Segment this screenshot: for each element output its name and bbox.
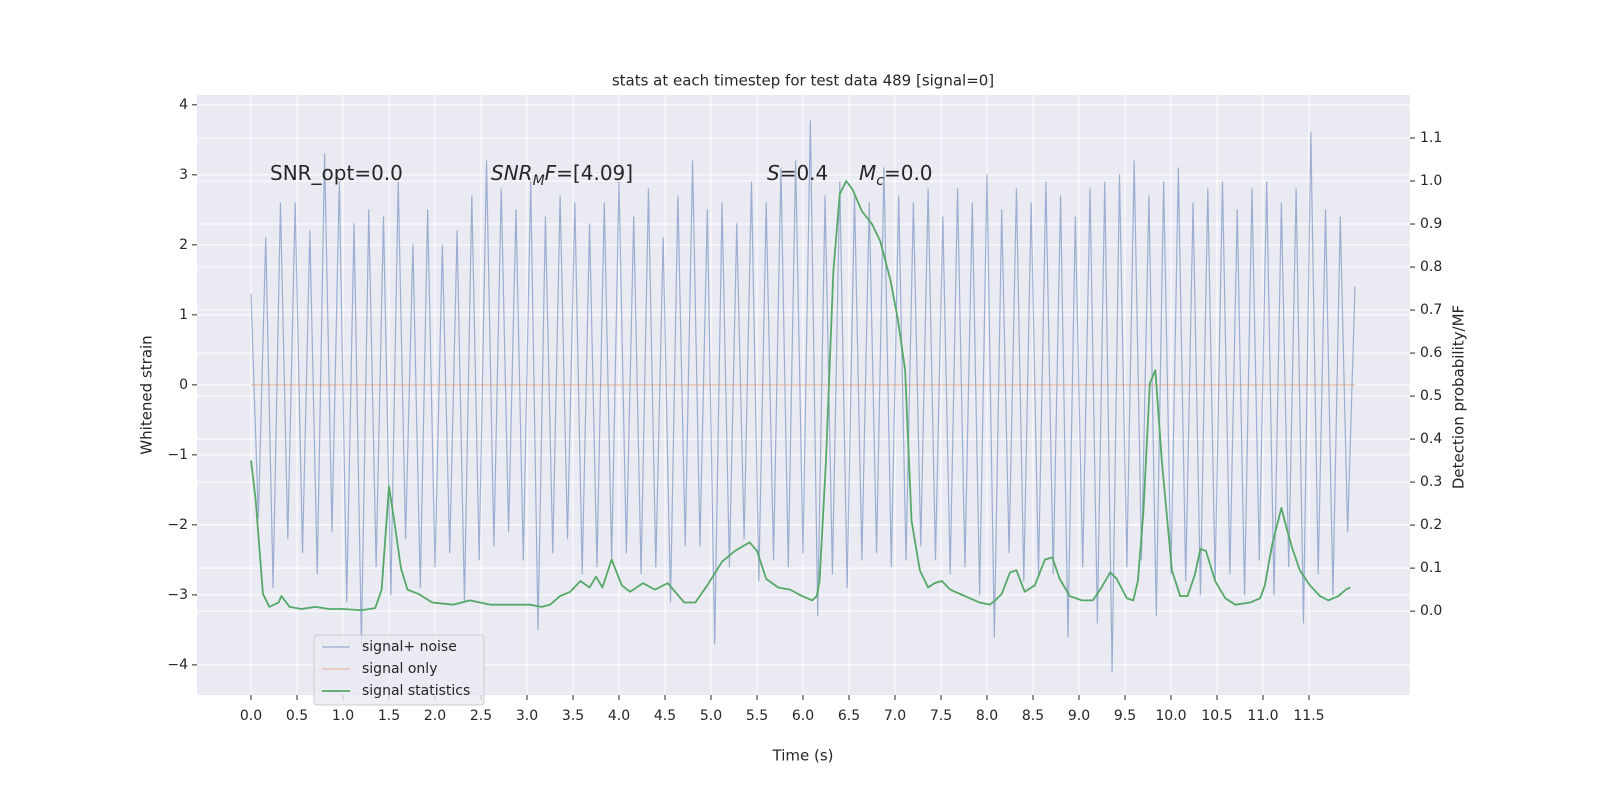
- x-tick-label: 6.0: [792, 708, 814, 724]
- y-tick-label: 4: [179, 97, 188, 113]
- y-tick-label: −4: [167, 657, 188, 673]
- y2-tick-label: 0.9: [1420, 216, 1442, 232]
- annotation: SNR_opt=0.0: [270, 161, 403, 185]
- x-axis-label: Time (s): [772, 747, 834, 765]
- x-tick-label: 9.0: [1068, 708, 1090, 724]
- annotation-part: SNR_opt=0.0: [270, 161, 403, 185]
- annotation-part: F: [545, 161, 557, 185]
- y2-tick-label: 0.5: [1420, 388, 1442, 404]
- y-tick-label: −1: [167, 447, 188, 463]
- annotation: S=0.4: [767, 161, 828, 185]
- axes: 0.0 0.5 1.0 1.5 2.0 2.5 3.0 3.5 4.0 4.5 5.0 5.5 6.0 6…: [167, 97, 1442, 724]
- y2-tick-label: 0.0: [1420, 603, 1442, 619]
- x-tick-label: 5.5: [746, 708, 768, 724]
- y2-tick-label: 1.0: [1420, 173, 1442, 189]
- annotation-part: S: [767, 161, 780, 185]
- y2-axis-label: Detection probability/MF: [1450, 305, 1468, 489]
- legend-label: signal only: [362, 661, 437, 677]
- legend-label: signal+ noise: [362, 639, 457, 655]
- x-tick-label: 10.5: [1201, 708, 1232, 724]
- y2-tick-label: 1.1: [1420, 130, 1442, 146]
- series-line: [250, 120, 1356, 673]
- annotation-part: =0.4: [780, 161, 829, 185]
- chart-title: stats at each timestep for test data 489…: [612, 72, 994, 90]
- y-tick-label: 2: [179, 237, 188, 253]
- x-tick-label: 3.5: [562, 708, 584, 724]
- y-tick-label: 0: [179, 377, 188, 393]
- x-tick-label: 11.0: [1247, 708, 1278, 724]
- y2-tick-label: 0.3: [1420, 474, 1442, 490]
- y2-tick-label: 0.7: [1420, 302, 1442, 318]
- annotation-part: c: [876, 173, 884, 189]
- x-tick-label: 7.0: [884, 708, 906, 724]
- x-tick-label: 2.0: [424, 708, 446, 724]
- legend: signal+ noise signal only signal statistic…: [313, 634, 485, 706]
- y2-tick-label: 0.1: [1420, 560, 1442, 576]
- annotation: Mc=0.0: [859, 161, 933, 189]
- x-tick-label: 4.0: [608, 708, 630, 724]
- annotation: SNRMF=[4.09]: [491, 161, 633, 189]
- y2-tick-label: 0.2: [1420, 517, 1442, 533]
- x-tick-label: 7.5: [930, 708, 952, 724]
- x-tick-label: 2.5: [470, 708, 492, 724]
- x-tick-label: 8.5: [1022, 708, 1044, 724]
- legend-label: signal statistics: [362, 683, 470, 699]
- annotation-part: SNR: [491, 161, 533, 185]
- y2-tick-label: 0.8: [1420, 259, 1442, 275]
- x-tick-label: 8.0: [976, 708, 998, 724]
- x-tick-label: 9.5: [1114, 708, 1136, 724]
- x-tick-label: 10.0: [1155, 708, 1186, 724]
- x-tick-label: 4.5: [654, 708, 676, 724]
- x-tick-label: 1.0: [332, 708, 354, 724]
- x-tick-label: 3.0: [516, 708, 538, 724]
- y-tick-label: 3: [179, 167, 188, 183]
- x-tick-label: 6.5: [838, 708, 860, 724]
- x-tick-label: 1.5: [378, 708, 400, 724]
- series-line: [250, 180, 1351, 612]
- legend-box: [313, 634, 485, 706]
- y-tick-label: −2: [167, 517, 188, 533]
- y-tick-label: −3: [167, 587, 188, 603]
- y2-tick-label: 0.6: [1420, 345, 1442, 361]
- y2-tick-label: 0.4: [1420, 431, 1442, 447]
- x-tick-label: 0.5: [286, 708, 308, 724]
- annotation-part: =0.0: [884, 161, 933, 185]
- annotation-part: M: [533, 173, 545, 189]
- plot-background: [197, 95, 1410, 695]
- y-axis-label: Whitened strain: [138, 335, 156, 454]
- grid: [197, 95, 1410, 695]
- annotation-part: M: [859, 161, 876, 185]
- y-tick-label: 1: [179, 307, 188, 323]
- annotation-part: =[4.09]: [556, 161, 633, 185]
- plot-area: [250, 120, 1356, 673]
- x-tick-label: 5.0: [700, 708, 722, 724]
- x-tick-label: 11.5: [1293, 708, 1324, 724]
- annotations: SNR_opt=0.0 SNRMF=[4.09] S=0.4 Mc=0.0: [270, 161, 933, 189]
- x-tick-label: 0.0: [240, 708, 262, 724]
